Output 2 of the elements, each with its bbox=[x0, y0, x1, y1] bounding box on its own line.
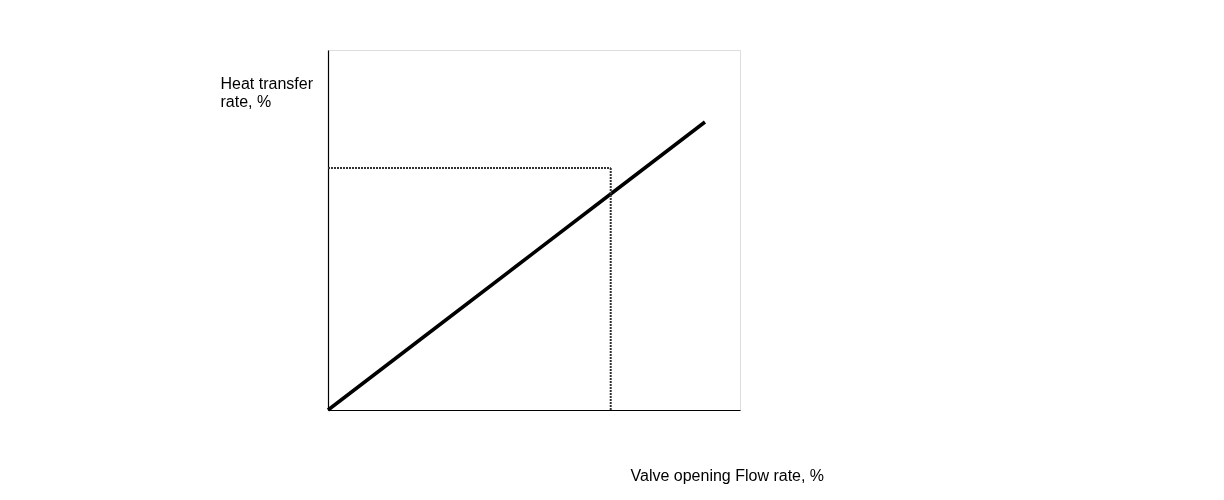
x-axis-title: Valve opening Flow rate, % bbox=[630, 466, 825, 484]
y-axis-title: Heat transfer rate, % bbox=[220, 74, 314, 110]
